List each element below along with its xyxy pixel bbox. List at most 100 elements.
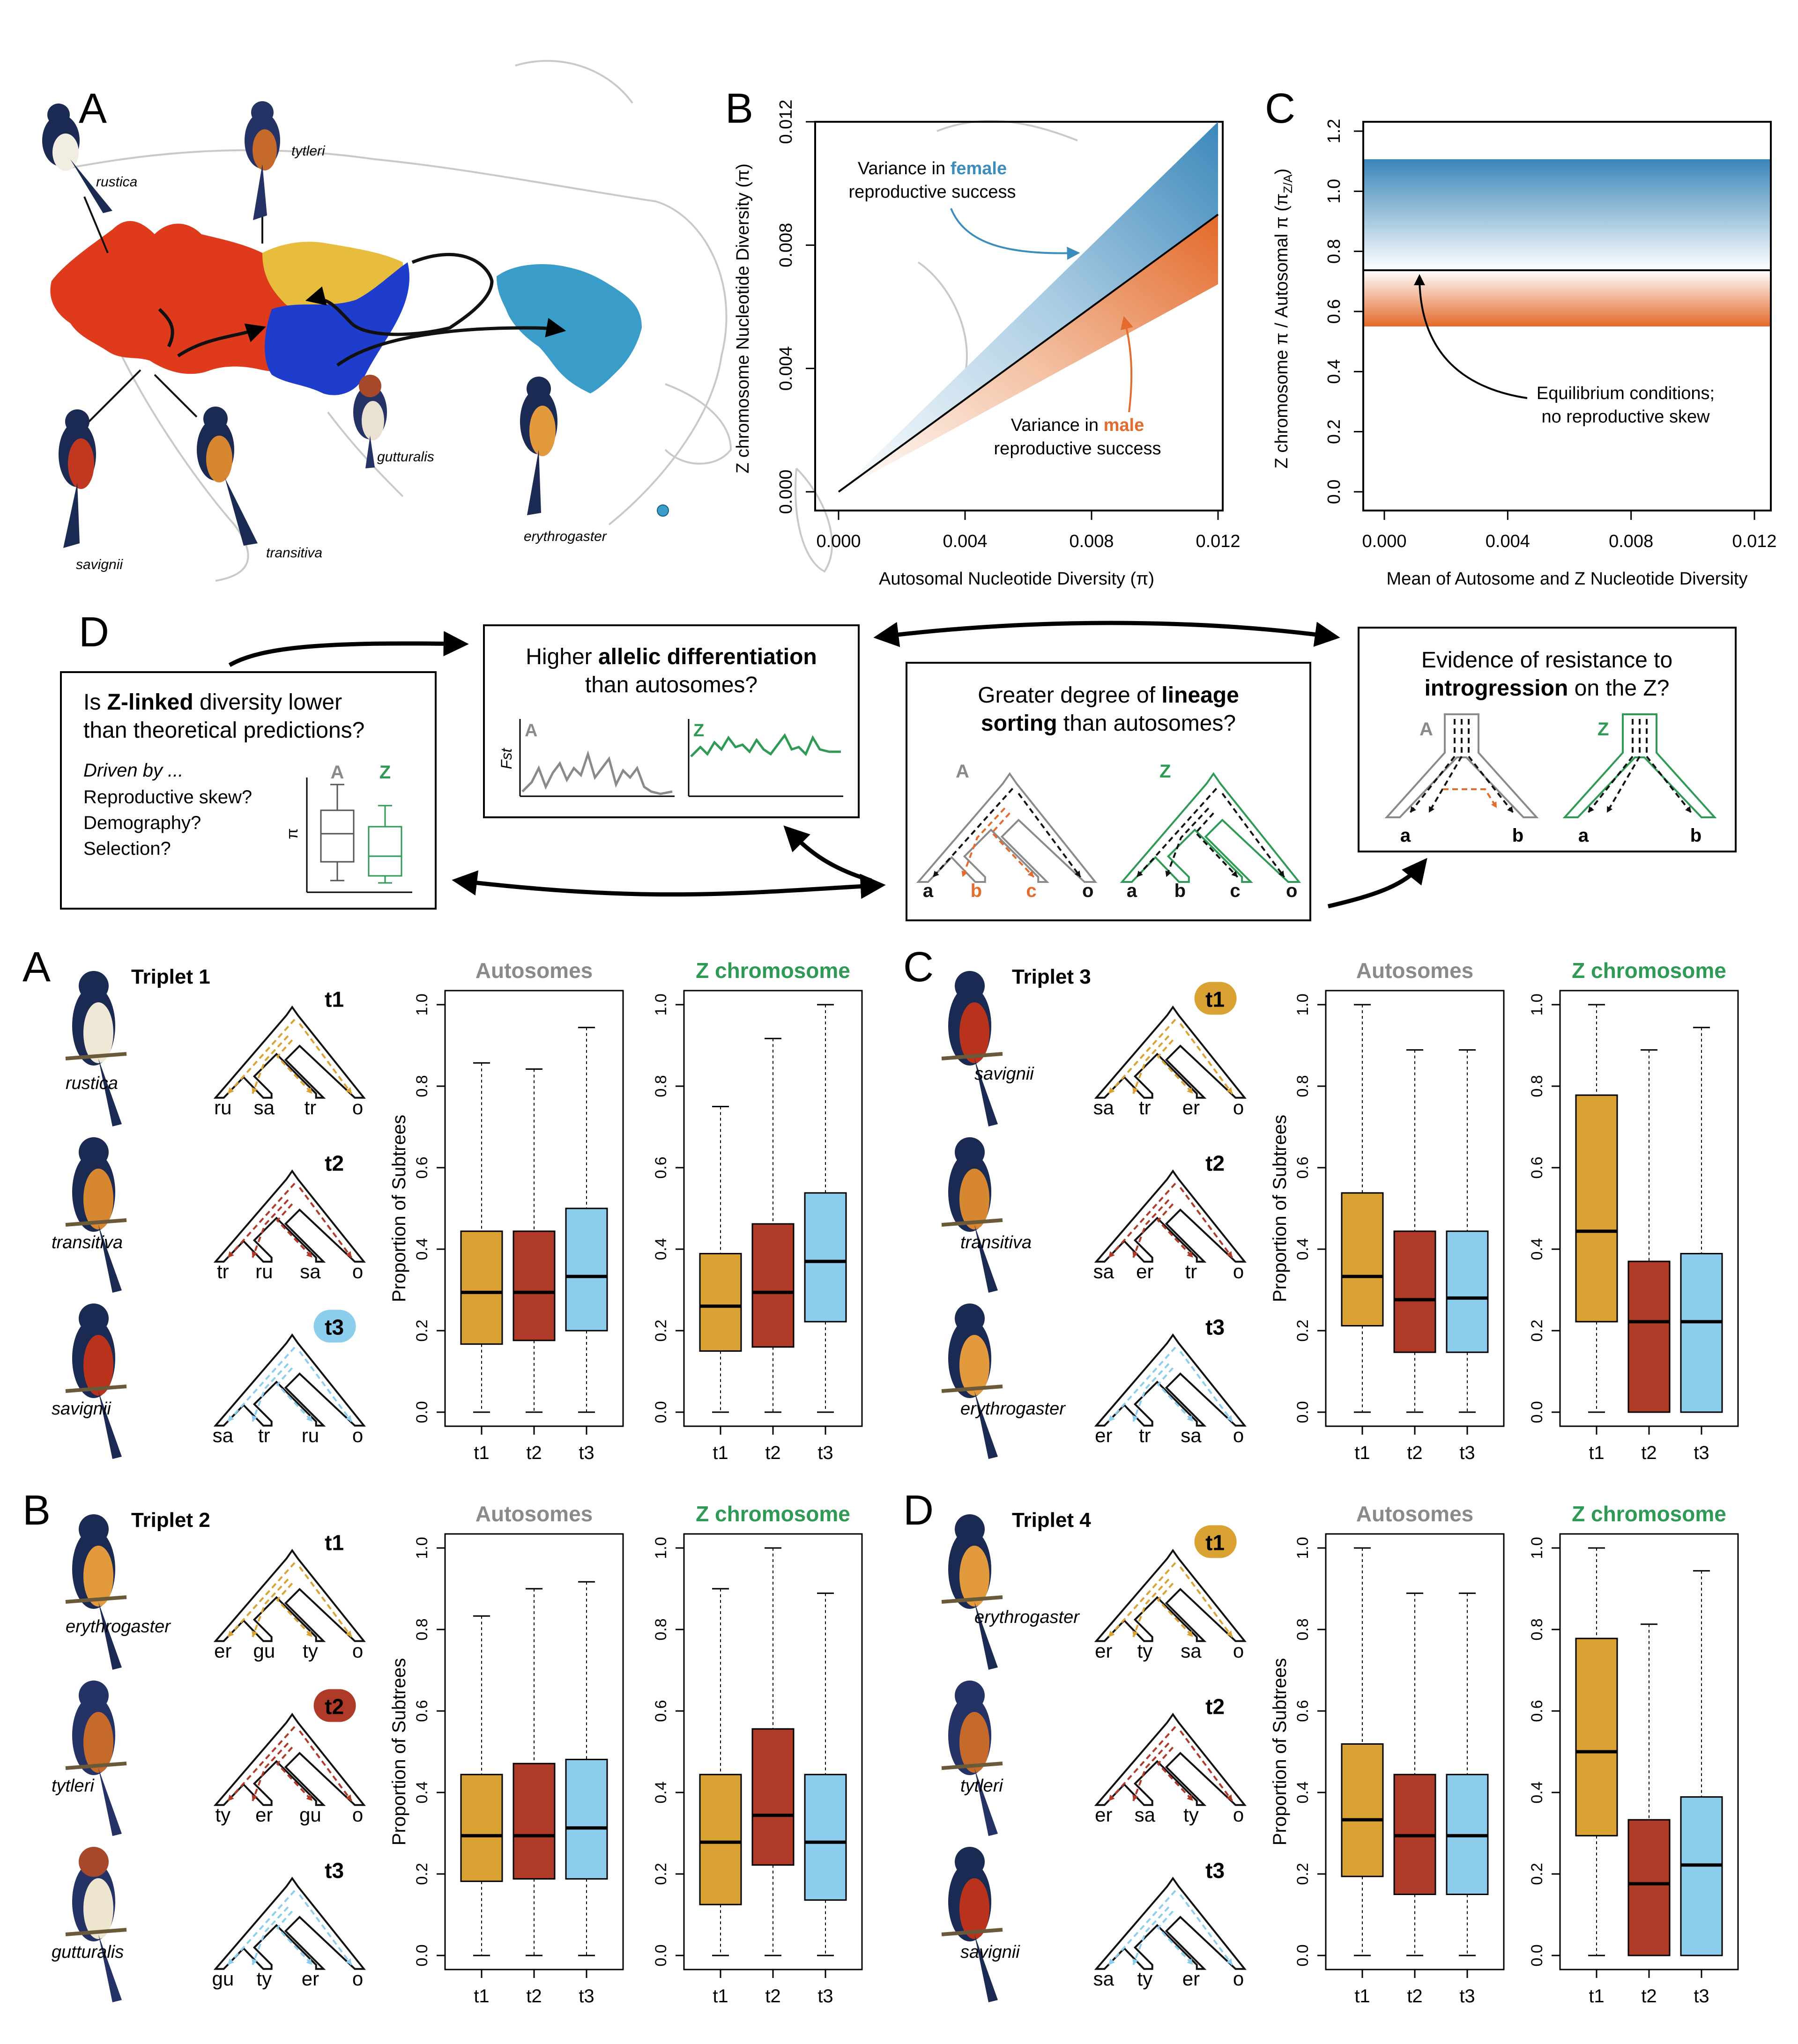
bird-icon (65, 1514, 127, 1670)
y-tick-label: 1.0 (652, 993, 670, 1015)
box-t2 (751, 1037, 795, 1413)
x-tick-label: 0.008 (1069, 532, 1114, 551)
tip-label: ru (302, 1424, 319, 1446)
tip-label: a (1400, 825, 1411, 846)
gene-lineage (1132, 1578, 1170, 1637)
y-tick-label: 0.8 (1294, 1075, 1312, 1097)
gene-lineage-head (252, 1794, 258, 1801)
gene-lineage-head (345, 1251, 352, 1258)
gene-lineage (298, 1730, 353, 1802)
y-tick-label: 1.0 (1324, 179, 1344, 204)
question-box-allelic-differentiation: Higher allelic differentiation than auto… (483, 624, 860, 818)
bird-name: savignii (974, 1064, 1034, 1084)
box (751, 1223, 795, 1348)
y-tick-label: 0.2 (652, 1863, 670, 1885)
x-tick-label: t3 (579, 1986, 594, 2007)
gene-lineage (1157, 1367, 1194, 1422)
bird-name: erythrogaster (960, 1399, 1066, 1419)
gene-lineage (227, 1183, 296, 1259)
tip-label: sa (1181, 1640, 1202, 1662)
box-t1 (1341, 1004, 1384, 1413)
question-line: Driven by ... (83, 760, 183, 781)
gene-lineage-head (961, 870, 968, 877)
gene-lineage (1107, 1019, 1176, 1095)
bird-label: transitiva (266, 545, 322, 561)
gene-lineage (1132, 1035, 1170, 1094)
bird-icon (197, 407, 258, 546)
y-tick-label: 0.8 (1294, 1618, 1312, 1640)
tip-label: tr (1139, 1424, 1151, 1446)
question-line: Demography? (83, 813, 201, 833)
bird-name: transitiva (960, 1233, 1032, 1252)
tree-t2: t2 sa er tr o (1093, 1151, 1247, 1282)
gene-lineage (1132, 1742, 1170, 1801)
gene-lineage (1018, 792, 1082, 878)
tip-label: ty (1137, 1640, 1153, 1662)
gene-lineage-head (228, 1958, 234, 1965)
gene-lineage (1587, 719, 1634, 814)
gene-lineage (1221, 792, 1285, 878)
triplet-title: Triplet 1 (131, 965, 210, 988)
box-t2 (513, 1588, 556, 1956)
panel-c-letter: C (1265, 85, 1295, 132)
tree-outline (916, 772, 1098, 883)
tip-label: a (1127, 881, 1137, 901)
tree-label: t3 (1205, 1858, 1225, 1882)
equilibrium-arrow (1414, 274, 1528, 399)
box-t3 (565, 1027, 608, 1413)
x-tick-label: t3 (579, 1443, 594, 1463)
tree-label: t2 (325, 1694, 344, 1718)
gene-lineage (252, 1363, 289, 1422)
gene-lineage (276, 1039, 313, 1095)
box (804, 1774, 847, 1901)
box-t3 (1680, 1570, 1723, 1956)
tree-label: t1 (1205, 1530, 1225, 1555)
y-tick-label: 0.000 (776, 469, 796, 514)
x-tick-label: t1 (713, 1443, 728, 1463)
y-tick-label: 0.2 (652, 1319, 670, 1341)
tip-label: tr (305, 1096, 317, 1118)
gene-lineage-head (1132, 1087, 1138, 1094)
gene-lineage (276, 1747, 313, 1802)
x-tick-label: t2 (526, 1443, 542, 1463)
tip-label: ty (303, 1640, 318, 1662)
tree-outline (1094, 1005, 1247, 1099)
question-line: Reproductive skew? (83, 787, 252, 807)
x-tick-label: t3 (1694, 1986, 1709, 2007)
island-dot (657, 504, 669, 517)
y-tick-label: 0.0 (1528, 1944, 1546, 1966)
box (565, 1759, 608, 1880)
gene-lineage-head (345, 1087, 352, 1094)
axis-ticks: 0.000 0.004 0.008 0.012 0.000 0.004 0.008 0.012 (776, 99, 1241, 551)
bird-icon (941, 1681, 1003, 1836)
panel-b-letter: B (725, 85, 753, 132)
box-t1 (699, 1106, 742, 1413)
question-box-introgression: Evidence of resistance to introgression … (1358, 627, 1737, 852)
gene-lineage (227, 1726, 296, 1802)
question-line: than autosomes? (585, 673, 758, 697)
tree-highlight-badge (1194, 982, 1237, 1015)
x-tick-label: 0.012 (1732, 532, 1776, 551)
bird-icon (353, 375, 387, 468)
bird-name: savignii (960, 1942, 1020, 1962)
gene-lineage-head (1226, 1087, 1233, 1094)
gene-lineage (1107, 1726, 1176, 1802)
gene-lineage (252, 1906, 289, 1965)
y-tick-label: 0.4 (1324, 359, 1344, 384)
tip-label: gu (212, 1968, 234, 1990)
gene-lineage (227, 1019, 296, 1095)
bird-icon (65, 1847, 127, 2002)
x-tick-label: t1 (713, 1986, 728, 2007)
gene-lineage (1468, 719, 1514, 814)
gene-lineage (227, 1890, 296, 1966)
bird-icon (520, 377, 557, 515)
mini-a-label: A (525, 721, 537, 741)
gene-lineage-head (1187, 1415, 1193, 1422)
bird-icon (65, 971, 127, 1126)
tip-label: o (352, 1260, 363, 1282)
gene-lineage-head (1187, 1958, 1193, 1965)
question-line: Is Z-linked diversity lower (83, 690, 342, 715)
female-arrow (950, 208, 1080, 260)
box-t2 (751, 1547, 795, 1956)
tip-label: ty (1183, 1804, 1199, 1826)
